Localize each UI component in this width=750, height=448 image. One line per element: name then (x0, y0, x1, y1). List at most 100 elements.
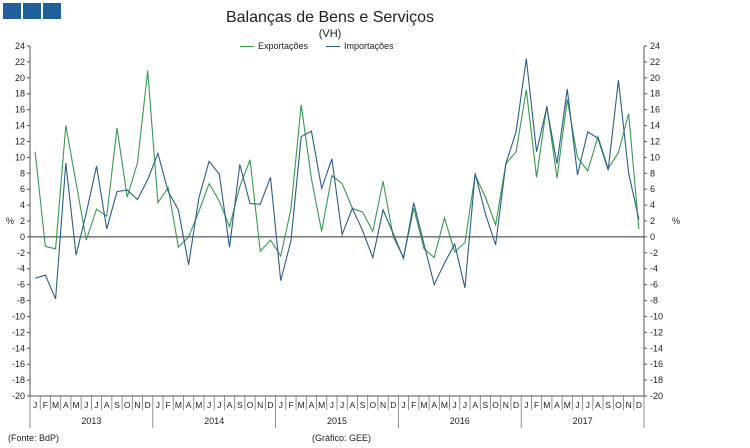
month-label: O (247, 400, 254, 410)
y-tick-label-left: -16 (12, 359, 25, 369)
y-tick-label-right: -10 (650, 311, 663, 321)
month-label: O (615, 400, 622, 410)
y-tick-label-left: -18 (12, 375, 25, 385)
month-label: J (217, 400, 221, 410)
month-label: D (636, 400, 642, 410)
y-tick-label-right: -18 (650, 375, 663, 385)
y-tick-label-right: 2 (650, 216, 655, 226)
y-tick-label-left: -10 (12, 311, 25, 321)
legend-item-importacoes: Importações (326, 41, 394, 51)
month-label: J (84, 400, 88, 410)
year-label: 2014 (204, 416, 224, 426)
y-tick-label-right: -12 (650, 327, 663, 337)
month-label: A (63, 400, 69, 410)
y-tick-label-right: 0 (650, 232, 655, 242)
y-tick-label-right: -6 (650, 280, 658, 290)
y-tick-label-right: 6 (650, 184, 655, 194)
month-label: M (52, 400, 59, 410)
month-label: M (195, 400, 202, 410)
chart-subtitle: (VH) (318, 28, 342, 40)
y-tick-label-left: 12 (15, 136, 25, 146)
month-label: F (166, 400, 171, 410)
month-label: S (605, 400, 611, 410)
logo (3, 3, 61, 19)
month-label: S (237, 400, 243, 410)
month-label: S (360, 400, 366, 410)
chart-title: Balanças de Bens e Serviços (225, 9, 435, 26)
y-tick-label-left: 0 (20, 232, 25, 242)
y-tick-label-left: 24 (15, 41, 25, 51)
source-note: (Fonte: BdP) (8, 433, 60, 443)
year-label: 2013 (81, 416, 101, 426)
y-tick-label-left: -8 (17, 296, 25, 306)
series-line-importacoes (34, 58, 640, 300)
y-tick-label-right: 20 (650, 73, 660, 83)
year-label: 2017 (573, 416, 593, 426)
series-line-exportacoes (34, 70, 640, 260)
month-label: M (441, 400, 448, 410)
month-label: A (350, 400, 356, 410)
month-label: J (340, 400, 344, 410)
month-label: J (463, 400, 467, 410)
y-tick-label-right: 24 (650, 41, 660, 51)
y-tick-label-left: 2 (20, 216, 25, 226)
month-label: A (227, 400, 233, 410)
y-tick-label-right: 18 (650, 89, 660, 99)
month-label: S (114, 400, 120, 410)
month-label: F (534, 400, 539, 410)
month-label: M (73, 400, 80, 410)
month-label: A (554, 400, 560, 410)
y-tick-label-left: 10 (15, 152, 25, 162)
y-tick-label-right: 10 (650, 152, 660, 162)
month-label: J (94, 400, 98, 410)
y-tick-label-right: 16 (650, 105, 660, 115)
month-label: N (257, 400, 263, 410)
y-tick-label-left: -12 (12, 327, 25, 337)
month-label: S (483, 400, 489, 410)
month-label: A (472, 400, 478, 410)
month-label: O (124, 400, 131, 410)
y-tick-label-right: -14 (650, 343, 663, 353)
month-label: A (595, 400, 601, 410)
month-label: D (145, 400, 151, 410)
month-label: J (453, 400, 457, 410)
chart-credit: (Gráfico: GEE) (312, 433, 372, 443)
y-tick-label-right: -20 (650, 391, 663, 401)
legend-swatch-importacoes (326, 45, 341, 47)
y-unit-label-left: % (6, 216, 14, 226)
y-tick-label-right: -4 (650, 264, 658, 274)
y-tick-label-left: 8 (20, 168, 25, 178)
month-label: F (411, 400, 416, 410)
month-label: M (318, 400, 325, 410)
y-tick-label-left: 6 (20, 184, 25, 194)
y-tick-label-right: 14 (650, 121, 660, 131)
month-label: M (543, 400, 550, 410)
year-label: 2015 (327, 416, 347, 426)
y-tick-label-left: 4 (20, 200, 25, 210)
y-tick-label-left: -14 (12, 343, 25, 353)
y-tick-label-right: 4 (650, 200, 655, 210)
logo-square (43, 3, 61, 19)
month-label: D (390, 400, 396, 410)
month-label: N (134, 400, 140, 410)
month-label: M (564, 400, 571, 410)
month-label: M (420, 400, 427, 410)
month-label: N (503, 400, 509, 410)
y-tick-label-left: 22 (15, 57, 25, 67)
month-label: N (626, 400, 632, 410)
year-label: 2016 (450, 416, 470, 426)
y-tick-label-left: -4 (17, 264, 25, 274)
logo-square (23, 3, 41, 19)
y-tick-label-left: 14 (15, 121, 25, 131)
y-tick-label-left: -2 (17, 248, 25, 258)
legend-label-exportacoes: Exportações (258, 41, 309, 51)
month-label: O (370, 400, 377, 410)
month-label: N (380, 400, 386, 410)
legend-swatch-exportacoes (240, 45, 254, 47)
y-tick-label-right: 12 (650, 136, 660, 146)
month-label: A (431, 400, 437, 410)
legend-label-importacoes: Importações (344, 41, 394, 51)
y-tick-label-left: -6 (17, 280, 25, 290)
month-label: F (43, 400, 48, 410)
